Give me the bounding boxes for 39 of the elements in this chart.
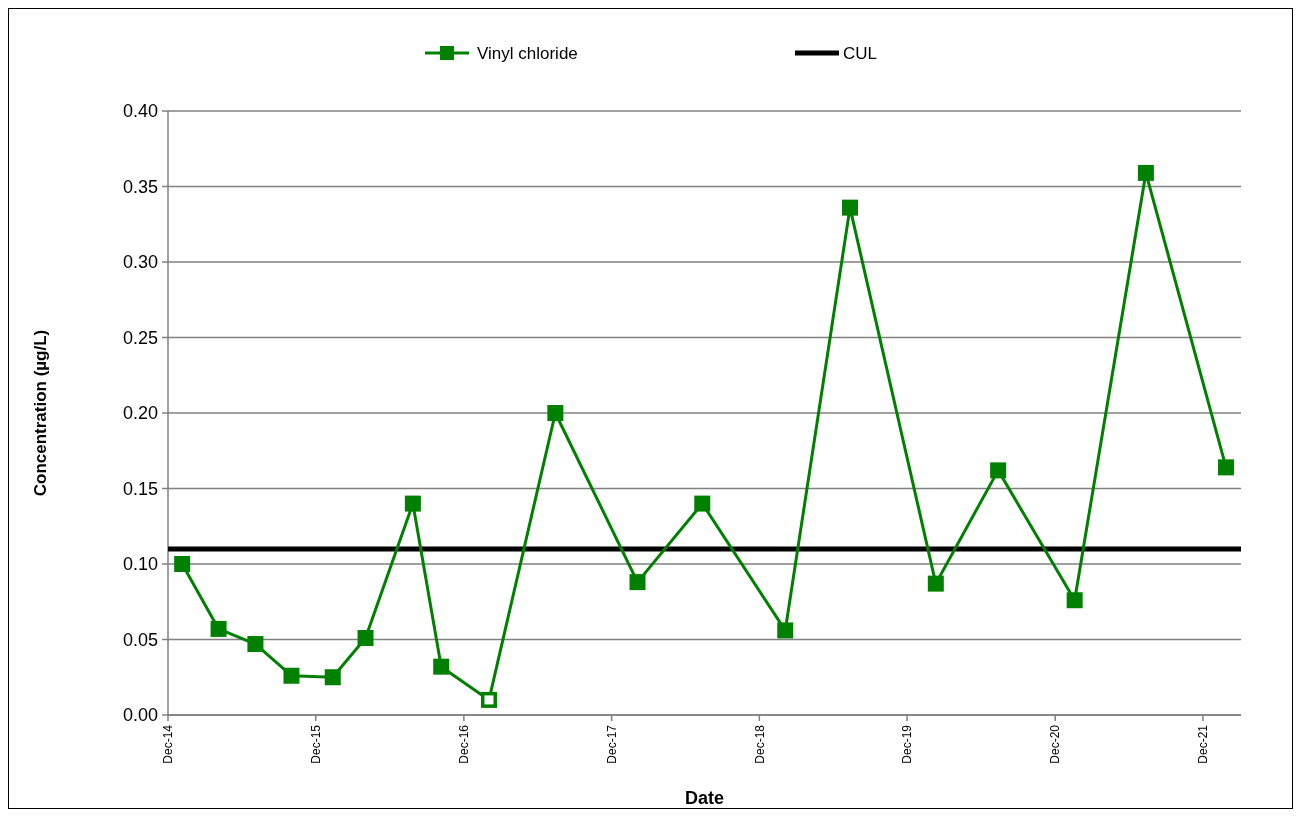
y-tick-label: 0.15 (122, 478, 158, 499)
point (547, 405, 564, 421)
y-tick-label: 0.25 (122, 327, 158, 348)
x-tick-label: Dec-21 (1196, 724, 1211, 764)
y-tick-label: 0.00 (122, 705, 158, 726)
point (357, 629, 374, 646)
y-axis-title: Concentration (µg/L) (30, 329, 50, 497)
y-tick-label: 0.30 (122, 252, 158, 273)
y-tick-label: 0.05 (122, 629, 158, 650)
point (842, 199, 859, 216)
y-tick-label: 0.20 (122, 403, 158, 424)
point (694, 495, 711, 512)
x-tick-label: Dec-19 (900, 724, 915, 764)
y-tick-label: 0.40 (122, 101, 158, 122)
point (1218, 459, 1235, 476)
point (283, 667, 300, 684)
point (174, 556, 191, 572)
x-tick-label: Dec-17 (604, 724, 619, 764)
x-axis-title: Date (684, 788, 725, 808)
x-tick-label: Dec-18 (752, 724, 767, 764)
point (433, 658, 450, 675)
point (927, 575, 944, 592)
point (247, 636, 264, 653)
x-tick-label: Dec-16 (457, 724, 472, 764)
y-tick-label: 0.10 (122, 554, 158, 575)
point (210, 620, 227, 637)
x-tick-label: Dec-14 (161, 724, 176, 764)
legend-label: CUL (843, 43, 878, 63)
point (1137, 164, 1154, 181)
legend-label: Vinyl chloride (477, 43, 578, 63)
point (1066, 592, 1083, 609)
point (629, 574, 646, 591)
point (777, 622, 794, 639)
y-tick-label: 0.35 (122, 176, 158, 197)
point (324, 669, 341, 686)
point (404, 495, 421, 512)
x-tick-label: Dec-15 (308, 724, 323, 764)
point (990, 462, 1007, 479)
x-tick-label: Dec-20 (1048, 724, 1063, 764)
